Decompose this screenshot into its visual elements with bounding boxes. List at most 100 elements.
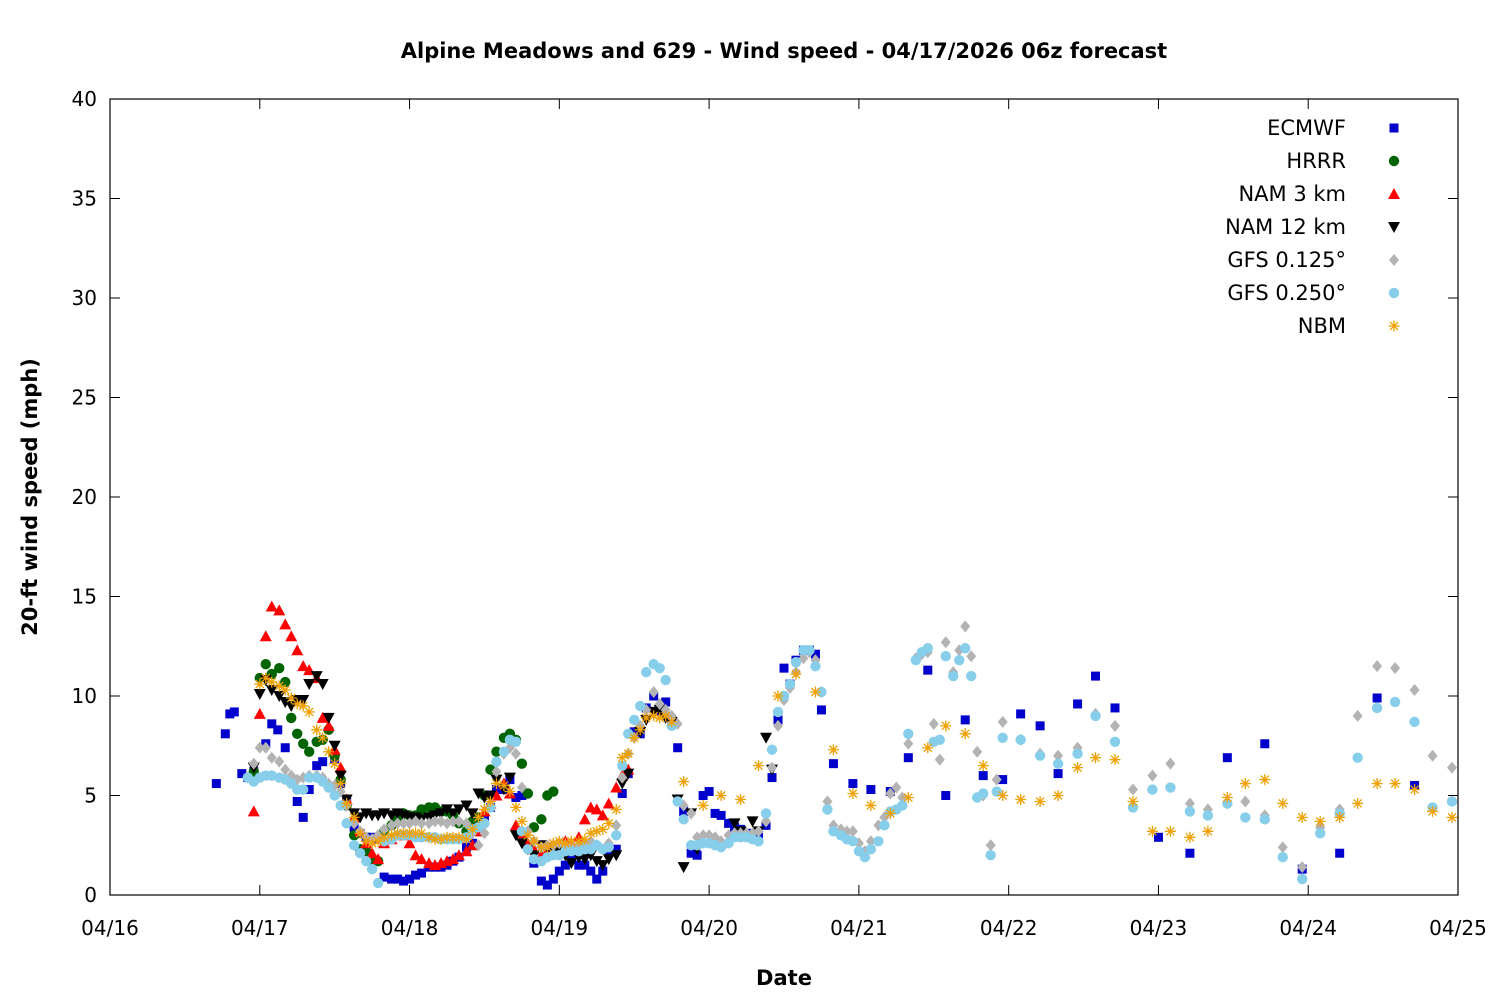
data-point bbox=[985, 839, 996, 852]
data-point bbox=[379, 823, 390, 836]
data-point bbox=[510, 747, 521, 760]
y-tick-label: 30 bbox=[72, 286, 97, 310]
data-point bbox=[491, 746, 502, 757]
legend-entry-label: NAM 3 km bbox=[1238, 182, 1346, 206]
data-point bbox=[266, 676, 278, 688]
y-tick-label: 25 bbox=[72, 386, 97, 410]
data-point bbox=[298, 784, 309, 795]
data-point bbox=[1053, 769, 1063, 779]
data-point bbox=[865, 799, 877, 811]
data-point bbox=[590, 803, 603, 815]
data-point bbox=[1035, 721, 1045, 731]
data-point bbox=[634, 724, 646, 736]
legend-marker bbox=[1388, 320, 1400, 332]
data-point bbox=[516, 781, 527, 794]
x-tick-label: 04/22 bbox=[980, 916, 1038, 940]
data-point bbox=[211, 779, 221, 789]
data-point bbox=[453, 815, 464, 828]
data-point bbox=[1409, 784, 1421, 796]
data-point bbox=[266, 751, 277, 764]
data-point bbox=[611, 819, 622, 832]
y-tick-label: 40 bbox=[72, 87, 97, 111]
data-point bbox=[891, 781, 902, 794]
data-point bbox=[602, 854, 615, 866]
data-point bbox=[516, 826, 528, 837]
data-point bbox=[903, 737, 914, 750]
data-point bbox=[847, 836, 859, 847]
data-point bbox=[297, 700, 309, 712]
data-point bbox=[453, 831, 465, 843]
data-point bbox=[848, 779, 858, 789]
data-point bbox=[491, 765, 502, 778]
data-point bbox=[392, 817, 403, 830]
data-point bbox=[311, 724, 323, 736]
data-point bbox=[403, 837, 416, 849]
data-point bbox=[386, 829, 398, 841]
data-point bbox=[1277, 797, 1289, 809]
data-point bbox=[804, 645, 815, 656]
data-point bbox=[590, 856, 603, 868]
data-point bbox=[460, 845, 473, 857]
data-point bbox=[472, 811, 484, 823]
data-point bbox=[724, 818, 734, 828]
data-point bbox=[761, 815, 772, 828]
data-point bbox=[1427, 749, 1438, 762]
data-point bbox=[602, 797, 615, 809]
data-point bbox=[779, 663, 789, 673]
data-point bbox=[922, 643, 933, 654]
data-point bbox=[303, 706, 315, 718]
data-point bbox=[478, 803, 490, 815]
data-point bbox=[940, 720, 952, 732]
data-point bbox=[941, 791, 951, 800]
data-point bbox=[554, 866, 564, 876]
data-point bbox=[1389, 696, 1401, 708]
data-point bbox=[510, 801, 522, 813]
data-point bbox=[441, 831, 453, 843]
data-point bbox=[1090, 752, 1102, 764]
data-point bbox=[1221, 791, 1233, 803]
x-tick-label: 04/19 bbox=[531, 916, 589, 940]
y-tick-label: 0 bbox=[84, 883, 97, 907]
data-point bbox=[760, 808, 772, 819]
data-point bbox=[1147, 769, 1158, 782]
data-point bbox=[1015, 793, 1027, 805]
data-point bbox=[827, 744, 839, 756]
series-group bbox=[254, 668, 1458, 853]
data-point bbox=[966, 670, 977, 682]
data-point bbox=[229, 707, 239, 717]
series-group bbox=[242, 643, 1458, 889]
data-point bbox=[318, 757, 328, 767]
data-point bbox=[948, 670, 959, 682]
data-point bbox=[498, 780, 510, 792]
data-point bbox=[773, 719, 784, 732]
legend-marker bbox=[1389, 123, 1399, 133]
data-point bbox=[260, 672, 272, 684]
data-point bbox=[885, 787, 896, 800]
data-point bbox=[1165, 757, 1176, 770]
data-point bbox=[678, 814, 689, 825]
data-point bbox=[517, 791, 527, 800]
data-point bbox=[417, 868, 427, 878]
data-point bbox=[280, 763, 291, 776]
data-point bbox=[1297, 873, 1308, 885]
data-point bbox=[447, 815, 458, 828]
data-point bbox=[1164, 825, 1176, 837]
data-point bbox=[247, 805, 260, 817]
data-point bbox=[616, 752, 628, 764]
data-point bbox=[1015, 734, 1026, 745]
data-point bbox=[954, 654, 965, 666]
data-point bbox=[978, 788, 989, 799]
data-point bbox=[1239, 778, 1251, 790]
data-point bbox=[254, 678, 266, 690]
data-point bbox=[515, 838, 528, 850]
data-point bbox=[910, 654, 922, 666]
data-point bbox=[810, 660, 821, 672]
data-point bbox=[1052, 790, 1064, 801]
data-point bbox=[654, 712, 666, 724]
data-point bbox=[379, 872, 389, 882]
series-group bbox=[211, 645, 1420, 890]
data-point bbox=[859, 851, 871, 863]
data-point bbox=[704, 787, 714, 797]
data-point bbox=[672, 796, 683, 807]
data-point bbox=[985, 850, 996, 861]
